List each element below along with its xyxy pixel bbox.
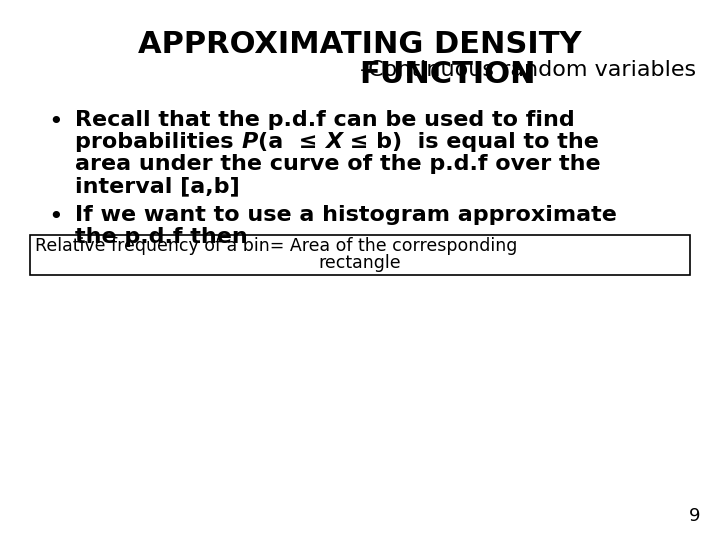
Text: (a  ≤: (a ≤ [258,132,325,152]
Text: the p.d.f then: the p.d.f then [75,227,248,247]
Text: rectangle: rectangle [319,254,401,272]
FancyBboxPatch shape [30,235,690,275]
Text: •: • [48,110,63,134]
Text: Relative frequency of a bin= Area of the corresponding: Relative frequency of a bin= Area of the… [35,237,518,255]
Text: area under the curve of the p.d.f over the: area under the curve of the p.d.f over t… [75,154,600,174]
Text: APPROXIMATING DENSITY: APPROXIMATING DENSITY [138,30,582,59]
Text: 9: 9 [688,507,700,525]
Text: Recall that the p.d.f can be used to find: Recall that the p.d.f can be used to fin… [75,110,575,130]
Text: X: X [325,132,342,152]
Text: -Continuous random variables: -Continuous random variables [360,60,696,80]
Text: •: • [48,205,63,229]
Text: probabilities: probabilities [75,132,241,152]
Text: P: P [241,132,258,152]
Text: FUNCTION: FUNCTION [359,60,536,89]
Text: If we want to use a histogram approximate: If we want to use a histogram approximat… [75,205,617,225]
Text: interval [a,b]: interval [a,b] [75,176,240,196]
Text: ≤ b)  is equal to the: ≤ b) is equal to the [342,132,598,152]
